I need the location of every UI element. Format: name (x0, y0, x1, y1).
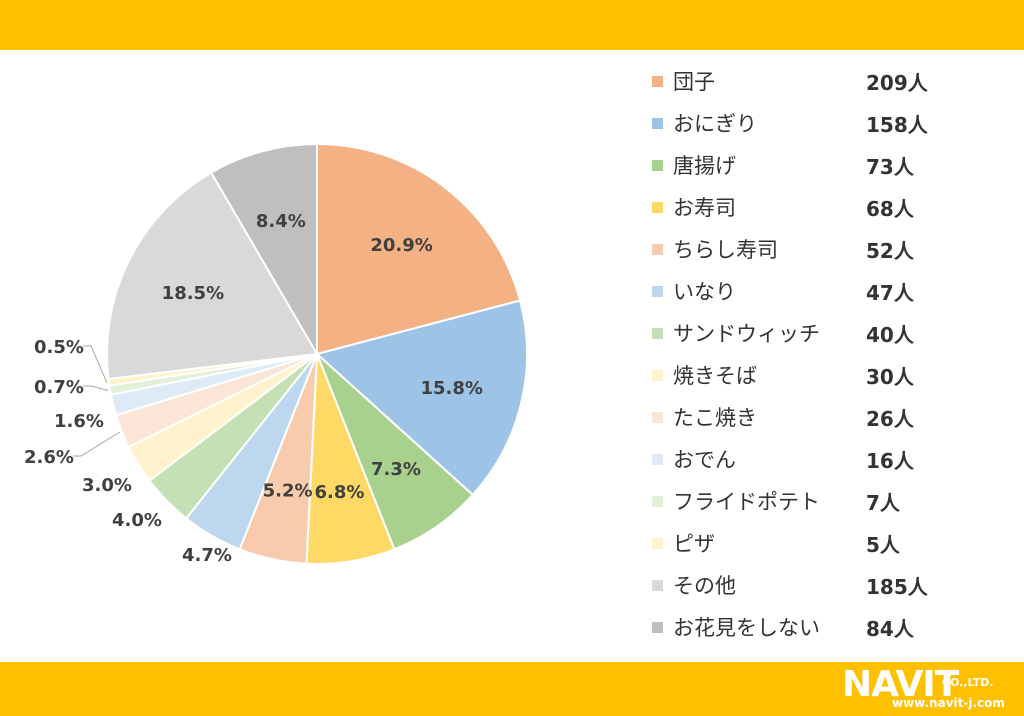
legend-item: ピザ 5人 (652, 526, 952, 568)
legend-swatch (652, 244, 663, 255)
legend-count: 26人 (866, 407, 914, 431)
legend-item: たこ焼き 26人 (652, 400, 952, 442)
legend-item: サンドウィッチ 40人 (652, 316, 952, 358)
pie-chart: 20.9% 15.8% 7.3% 6.8%5.2% 4.7% 4.0% 3.0% 2.6% 1.… (24, 142, 528, 566)
percent-label: 8.4% (256, 211, 306, 232)
navit-logo: NAVIT CO.,LTD. www.navit-j.com (842, 664, 1018, 712)
legend-count: 30人 (866, 365, 914, 389)
logo-company: CO.,LTD. (942, 676, 994, 689)
percent-label: 0.5% (34, 337, 84, 358)
legend-swatch (652, 202, 663, 213)
legend-label: お花見をしない (673, 616, 820, 640)
legend-count: 158人 (866, 113, 928, 137)
legend-item: おでん 16人 (652, 442, 952, 484)
legend-swatch (652, 580, 663, 591)
legend-label: お寿司 (673, 196, 736, 220)
legend-swatch (652, 370, 663, 381)
legend-label: 団子 (673, 70, 715, 94)
percent-label: 4.7% (182, 545, 232, 566)
percent-label: 5.2% (263, 480, 313, 501)
legend-item: その他 185人 (652, 568, 952, 610)
pie-slice (316, 142, 522, 356)
legend-label: たこ焼き (673, 406, 757, 430)
legend-item: 団子 209人 (652, 64, 952, 106)
leader-line (73, 431, 121, 457)
legend-item: 焼きそば 30人 (652, 358, 952, 400)
percent-label: 4.0% (112, 510, 162, 531)
legend-label: ちらし寿司 (673, 238, 778, 262)
legend-swatch (652, 454, 663, 465)
legend-item: ちらし寿司 52人 (652, 232, 952, 274)
percent-label: 18.5% (162, 283, 224, 304)
legend-count: 5人 (866, 533, 900, 557)
legend-swatch (652, 622, 663, 633)
legend-swatch (652, 76, 663, 87)
pie-slice (314, 299, 528, 497)
pie-slice (106, 171, 319, 381)
leader-line (83, 385, 109, 391)
percent-label: 3.0% (82, 475, 132, 496)
legend-label: サンドウィッチ (673, 322, 820, 346)
percent-label: 6.8% (315, 482, 365, 503)
legend-count: 84人 (866, 617, 914, 641)
percent-label: 15.8% (420, 378, 482, 399)
legend-label: ピザ (673, 532, 715, 556)
percent-label: 7.3% (371, 459, 421, 480)
leader-lines (73, 345, 121, 457)
logo-name: NAVIT (842, 664, 959, 705)
legend-item: フライドポテト 7人 (652, 484, 952, 526)
legend-label: いなり (673, 280, 736, 304)
legend-item: おにぎり 158人 (652, 106, 952, 148)
bottom-banner (0, 662, 1024, 716)
percent-label: 1.6% (54, 411, 104, 432)
legend-count: 209人 (866, 71, 928, 95)
legend-item: お花見をしない 84人 (652, 610, 952, 652)
legend-item: 唐揚げ 73人 (652, 148, 952, 190)
legend-label: おでん (673, 448, 736, 472)
legend-swatch (652, 496, 663, 507)
pie-slices (106, 142, 528, 565)
data-labels: 20.9% 15.8% 7.3% 6.8%5.2% 4.7% 4.0% 3.0% 2.6% 1.… (24, 211, 483, 566)
legend-label: 焼きそば (673, 364, 757, 388)
legend-count: 52人 (866, 239, 914, 263)
legend-label: フライドポテト (673, 490, 820, 514)
legend-label: おにぎり (673, 112, 757, 136)
percent-label: 0.7% (34, 377, 84, 398)
legend-count: 40人 (866, 323, 914, 347)
legend-swatch (652, 286, 663, 297)
legend-swatch (652, 118, 663, 129)
percent-label: 20.9% (370, 235, 432, 256)
legend-count: 73人 (866, 155, 914, 179)
legend-item: お寿司 68人 (652, 190, 952, 232)
percent-label: 2.6% (24, 447, 74, 468)
legend-count: 185人 (866, 575, 928, 599)
legend-count: 7人 (866, 491, 900, 515)
legend-count: 47人 (866, 281, 914, 305)
top-banner (0, 0, 1024, 50)
legend-swatch (652, 412, 663, 423)
legend-count: 68人 (866, 197, 914, 221)
legend-swatch (652, 538, 663, 549)
pie-slice (209, 142, 318, 358)
legend-count: 16人 (866, 449, 914, 473)
legend-label: その他 (673, 574, 736, 598)
legend: 団子 209人おにぎり 158人唐揚げ 73人お寿司 68人ちらし寿司 52人いなり 47人… (652, 64, 952, 652)
legend-item: いなり 47人 (652, 274, 952, 316)
legend-swatch (652, 328, 663, 339)
legend-label: 唐揚げ (673, 154, 736, 178)
leader-line (83, 345, 108, 383)
legend-swatch (652, 160, 663, 171)
logo-url: www.navit-j.com (892, 696, 1005, 710)
